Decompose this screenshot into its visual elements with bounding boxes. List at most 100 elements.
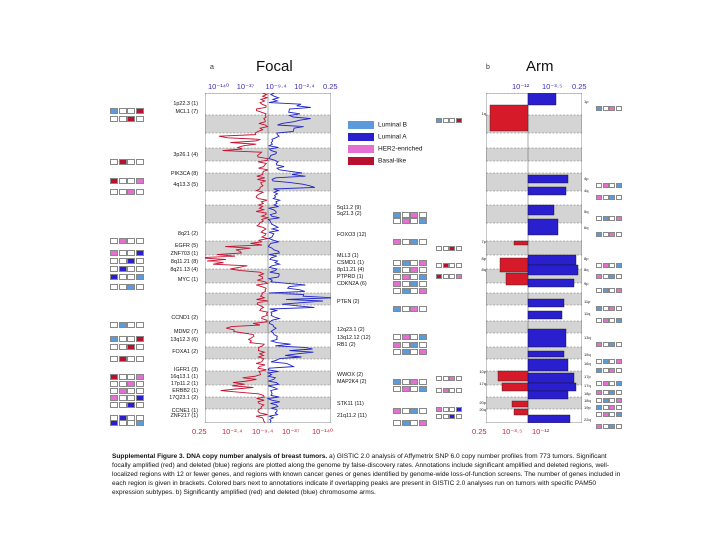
focal-amp-label: 4q13.3 (5) — [173, 182, 198, 188]
subtype-square — [135, 343, 144, 350]
subtype-square — [118, 335, 127, 342]
deleted-arm-bar — [527, 372, 575, 384]
subtype-square — [602, 216, 609, 222]
subtype-square — [609, 216, 615, 222]
subtype-square — [418, 378, 427, 385]
subtype-indicator — [110, 110, 144, 128]
axis-tick-label: 0.25 — [323, 82, 338, 91]
subtype-indicator — [596, 257, 622, 275]
subtype-square — [609, 263, 615, 269]
subtype-square — [118, 343, 127, 350]
subtype-square — [410, 385, 418, 392]
focal-amp-label: 17p11.2 (1) — [170, 381, 198, 387]
subtype-indicator — [436, 382, 462, 400]
focal-amp-label: 8q21.13 (4) — [170, 267, 198, 273]
amplification-trace — [205, 93, 270, 423]
subtype-square — [596, 424, 602, 430]
subtype-indicator — [436, 112, 462, 130]
panel-b-letter: b — [486, 64, 490, 71]
subtype-square — [609, 412, 615, 418]
subtype-square — [110, 115, 118, 122]
subtype-indicator — [393, 268, 427, 286]
subtype-square — [127, 115, 135, 122]
subtype-indicator — [596, 100, 622, 118]
subtype-square — [410, 211, 418, 218]
subtype-square — [418, 333, 427, 340]
subtype-square — [393, 305, 401, 312]
subtype-square — [602, 424, 609, 430]
subtype-indicator — [436, 268, 462, 286]
panel-b-title: Arm — [526, 58, 554, 75]
subtype-square — [135, 257, 144, 264]
subtype-indicator — [596, 353, 622, 371]
subtype-square — [127, 355, 135, 362]
subtype-indicator — [393, 300, 427, 318]
subtype-square — [615, 368, 622, 374]
focal-amp-label: CCND1 (2) — [171, 315, 198, 321]
subtype-square — [135, 387, 144, 394]
subtype-square — [418, 273, 427, 280]
subtype-square — [401, 211, 410, 218]
subtype-square — [602, 412, 609, 418]
subtype-square — [442, 246, 449, 252]
amplified-arm-bar — [505, 272, 529, 286]
deleted-arm-bar — [527, 298, 565, 308]
subtype-square — [135, 355, 144, 362]
subtype-square — [118, 387, 127, 394]
subtype-square — [118, 237, 127, 244]
axis-tick-label: 10⁻⁹·⁴ — [265, 82, 287, 91]
axis-tick-label: 10⁻¹² — [512, 82, 530, 91]
focal-amp-label: 1p22.3 (1) — [173, 101, 198, 107]
subtype-indicator — [596, 336, 622, 354]
subtype-square — [410, 266, 418, 273]
subtype-square — [135, 401, 144, 408]
subtype-square — [609, 405, 615, 411]
arm-amp-label: 8p — [481, 256, 486, 261]
subtype-square — [455, 274, 462, 280]
subtype-square — [442, 118, 449, 124]
subtype-indicator — [436, 240, 462, 258]
focal-amp-label: 8q11.21 (8) — [170, 259, 198, 265]
subtype-square — [609, 183, 615, 189]
focal-del-label: 5q11.2 (9) — [337, 205, 362, 211]
subtype-square — [615, 274, 622, 280]
subtype-square — [596, 195, 602, 201]
subtype-square — [110, 335, 118, 342]
subtype-square — [393, 341, 401, 348]
axis-tick-label: 0.25 — [572, 82, 587, 91]
subtype-square — [127, 387, 135, 394]
arm-del-label: 22q — [584, 417, 591, 422]
subtype-indicator — [596, 312, 622, 330]
subtype-square — [418, 238, 427, 245]
subtype-square — [596, 412, 602, 418]
arm-del-label: 15q — [584, 352, 591, 357]
focal-plot — [205, 93, 331, 423]
subtype-indicator — [596, 268, 622, 286]
deleted-arm-bar — [527, 328, 567, 348]
subtype-square — [418, 211, 427, 218]
subtype-square — [135, 373, 144, 380]
arm-del-label: 11p — [584, 299, 591, 304]
subtype-square — [449, 274, 455, 280]
arm-del-label: 18q — [584, 398, 591, 403]
subtype-square — [609, 274, 615, 280]
subtype-indicator — [110, 414, 144, 432]
subtype-square — [418, 348, 427, 355]
subtype-square — [609, 390, 615, 396]
arm-amp-label: 7p — [481, 239, 486, 244]
subtype-square — [436, 246, 442, 252]
subtype-square — [449, 118, 455, 124]
subtype-square — [596, 232, 602, 238]
legend-item: Luminal A — [348, 133, 422, 141]
subtype-square — [436, 263, 442, 269]
subtype-square — [436, 274, 442, 280]
focal-amp-label: ZNF703 (1) — [170, 251, 198, 257]
subtype-square — [602, 288, 609, 294]
amplified-arm-bar — [501, 382, 529, 392]
deleted-arm-bar — [527, 186, 567, 196]
subtype-square — [110, 401, 118, 408]
subtype-square — [118, 265, 127, 272]
subtype-square — [110, 283, 118, 290]
subtype-square — [418, 305, 427, 312]
deleted-arm-bar — [527, 264, 579, 276]
